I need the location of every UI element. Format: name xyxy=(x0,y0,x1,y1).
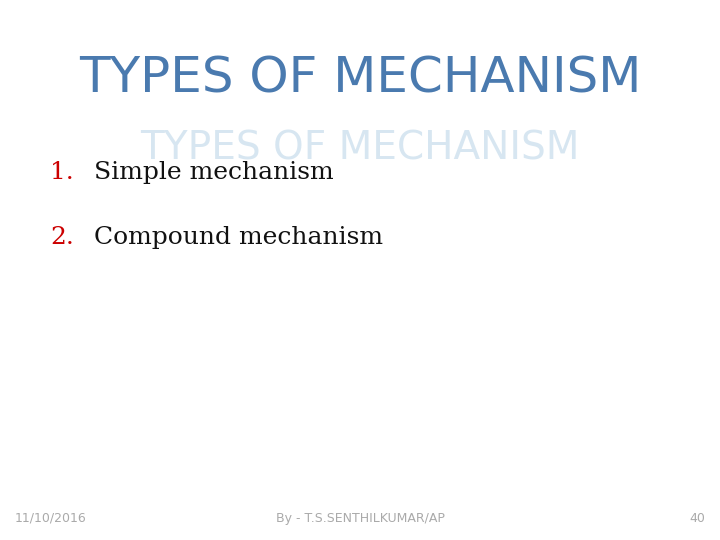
Text: Simple mechanism: Simple mechanism xyxy=(94,161,333,184)
Text: TYPES OF MECHANISM: TYPES OF MECHANISM xyxy=(78,55,642,102)
Text: 40: 40 xyxy=(690,512,706,525)
Text: 11/10/2016: 11/10/2016 xyxy=(14,512,86,525)
Text: TYPES OF MECHANISM: TYPES OF MECHANISM xyxy=(140,130,580,167)
Text: 2.: 2. xyxy=(50,226,74,249)
Text: 1.: 1. xyxy=(50,161,74,184)
Text: By - T.S.SENTHILKUMAR/AP: By - T.S.SENTHILKUMAR/AP xyxy=(276,512,444,525)
Text: Compound mechanism: Compound mechanism xyxy=(94,226,382,249)
